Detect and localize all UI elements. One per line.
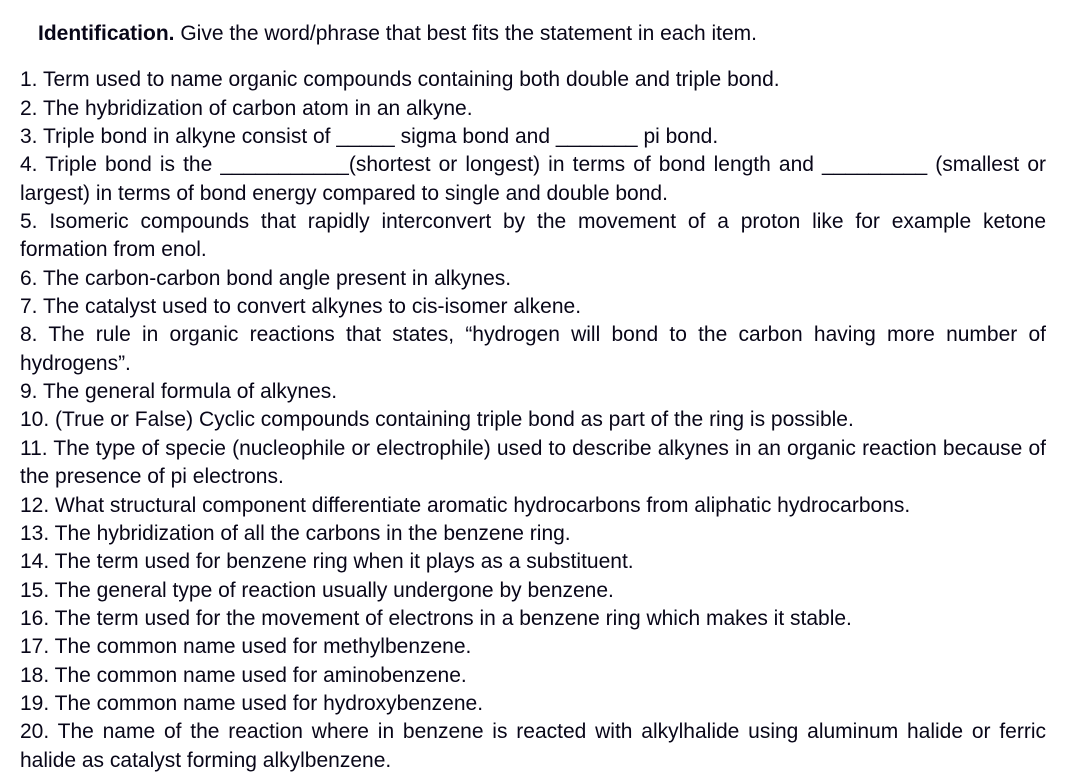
- item-10: 10. (True or False) Cyclic compounds con…: [20, 406, 1046, 434]
- header: Identification. Give the word/phrase tha…: [38, 20, 1046, 48]
- item-9: 9. The general formula of alkynes.: [20, 378, 1046, 406]
- item-1: 1. Term used to name organic compounds c…: [20, 66, 1046, 94]
- item-6: 6. The carbon-carbon bond angle present …: [20, 265, 1046, 293]
- item-13: 13. The hybridization of all the carbons…: [20, 520, 1046, 548]
- item-4: 4. Triple bond is the ___________(shorte…: [20, 151, 1046, 208]
- item-5: 5. Isomeric compounds that rapidly inter…: [20, 208, 1046, 265]
- item-17: 17. The common name used for methylbenze…: [20, 633, 1046, 661]
- item-8: 8. The rule in organic reactions that st…: [20, 321, 1046, 378]
- item-19: 19. The common name used for hydroxybenz…: [20, 690, 1046, 718]
- question-list: 1. Term used to name organic compounds c…: [20, 66, 1046, 775]
- item-7: 7. The catalyst used to convert alkynes …: [20, 293, 1046, 321]
- item-3: 3. Triple bond in alkyne consist of ____…: [20, 123, 1046, 151]
- item-14: 14. The term used for benzene ring when …: [20, 548, 1046, 576]
- item-16: 16. The term used for the movement of el…: [20, 605, 1046, 633]
- item-2: 2. The hybridization of carbon atom in a…: [20, 95, 1046, 123]
- item-11: 11. The type of specie (nucleophile or e…: [20, 435, 1046, 492]
- item-18: 18. The common name used for aminobenzen…: [20, 662, 1046, 690]
- header-title: Identification.: [38, 22, 175, 45]
- item-20: 20. The name of the reaction where in be…: [20, 718, 1046, 775]
- header-instruction: Give the word/phrase that best fits the …: [175, 22, 757, 45]
- item-12: 12. What structural component differenti…: [20, 492, 1046, 520]
- item-15: 15. The general type of reaction usually…: [20, 577, 1046, 605]
